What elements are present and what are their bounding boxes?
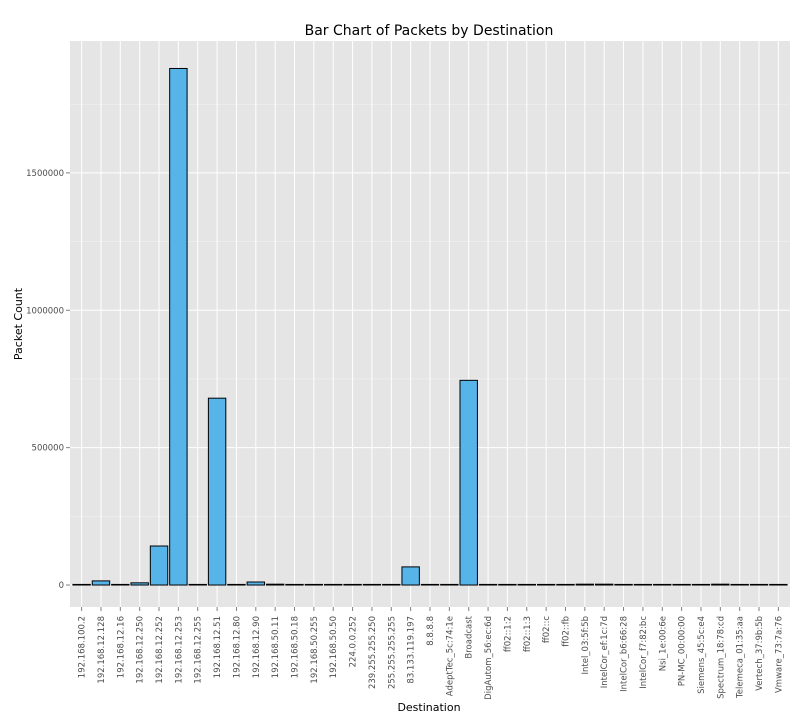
- x-tick-label: Broadcast: [465, 615, 475, 658]
- bar: [478, 583, 498, 586]
- x-tick-label: 8.8.8.8: [426, 616, 436, 646]
- bar: [633, 583, 653, 586]
- x-tick-label: 192.168.12.255: [194, 616, 204, 684]
- x-tick-label: AdeptTec_5c:74:1e: [445, 616, 455, 696]
- x-tick-label: Siemens_45:5c:e4: [697, 616, 707, 694]
- x-tick-label: 192.168.12.80: [232, 616, 242, 678]
- x-tick-label: 192.168.12.90: [252, 616, 262, 678]
- bar: [265, 583, 285, 586]
- x-tick-label: Intel_03:5f:5b: [581, 616, 591, 675]
- x-tick-label: ff02::fb: [561, 616, 571, 647]
- x-tick-label: 192.168.12.250: [136, 616, 146, 684]
- bar: [324, 583, 343, 586]
- x-tick-label: 83.133.119.197: [407, 616, 417, 684]
- bar: [536, 583, 556, 586]
- bar: [227, 583, 246, 586]
- x-tick-label: Spectrum_18:78:cd: [716, 616, 726, 699]
- bar: [343, 583, 362, 586]
- bar: [498, 583, 517, 586]
- bar: [653, 583, 672, 586]
- bar: [382, 583, 401, 586]
- bar: [440, 583, 459, 586]
- bar: [594, 583, 614, 586]
- x-tick-label: IntelCor_f7:82:bc: [639, 616, 649, 689]
- bar: [420, 583, 440, 586]
- bar: [285, 583, 304, 586]
- bar: [517, 583, 536, 586]
- x-tick-label: ff02::1:3: [523, 616, 533, 652]
- x-tick-label: 192.168.12.16: [116, 616, 126, 678]
- x-tick-label: IntelCor_ef:1c:7d: [600, 616, 610, 688]
- y-tick-label: 0: [59, 581, 64, 591]
- bar: [614, 583, 633, 586]
- grid-layer: [70, 41, 790, 607]
- x-tick-label: DigAutom_56:ec:6d: [484, 616, 494, 700]
- x-tick-label: 192.168.12.253: [174, 616, 184, 684]
- bar: [130, 582, 149, 586]
- x-tick-label: IntelCor_b6:66:28: [620, 616, 630, 692]
- x-tick-label: Vmware_73:7a:76: [774, 616, 784, 693]
- x-axis-title: Destination: [397, 701, 460, 714]
- x-tick-label: 192.168.12.252: [155, 616, 165, 684]
- bar: [207, 397, 227, 586]
- x-tick-label: 192.168.100.2: [78, 616, 88, 678]
- x-tick-label: 239.255.255.250: [368, 616, 378, 689]
- bars-layer: [72, 67, 788, 586]
- bar: [149, 545, 169, 586]
- x-axis: 192.168.100.2 192.168.12.128 192.168.12.16…: [78, 607, 784, 700]
- bar: [72, 583, 91, 586]
- bar: [691, 583, 711, 586]
- y-axis: 0 500000 1000000 1500000: [26, 169, 70, 591]
- bar: [188, 583, 207, 586]
- x-tick-label: 255.255.255.255: [387, 616, 397, 689]
- bar: [556, 583, 575, 586]
- bar: [769, 583, 788, 586]
- bar: [169, 67, 188, 586]
- bar: [401, 566, 420, 586]
- x-tick-label: 192.168.50.18: [291, 616, 301, 678]
- bar: [91, 580, 111, 586]
- bar: [730, 583, 749, 586]
- x-tick-label: 192.168.50.50: [329, 616, 339, 678]
- y-tick-label: 1000000: [26, 306, 64, 316]
- bar: [362, 583, 382, 586]
- x-tick-label: PN-MC_00:00:00: [678, 616, 688, 686]
- x-tick-label: 192.168.50.11: [271, 616, 281, 678]
- bar: [304, 583, 324, 586]
- bar: [459, 379, 478, 586]
- x-tick-label: 224.0.0.252: [349, 616, 359, 667]
- chart-title: Bar Chart of Packets by Destination: [305, 23, 554, 39]
- bar: [711, 583, 730, 586]
- y-tick-label: 1500000: [26, 169, 64, 179]
- bar: [111, 583, 130, 586]
- x-tick-label: Vertech_37:9b:5b: [755, 616, 765, 691]
- bar: [575, 583, 595, 586]
- x-tick-label: Telemeca_01:35:aa: [736, 616, 746, 699]
- x-tick-label: ff02::c: [542, 616, 552, 643]
- x-tick-label: 192.168.12.128: [97, 616, 107, 684]
- x-tick-label: Nsi_1e:00:6e: [658, 616, 668, 671]
- bar: [246, 581, 266, 586]
- y-axis-title: Packet Count: [12, 287, 25, 360]
- bar: [672, 583, 691, 586]
- x-tick-label: 192.168.50.255: [310, 616, 320, 684]
- y-tick-label: 500000: [32, 444, 64, 454]
- bar: [749, 583, 769, 586]
- x-tick-label: ff02::1:2: [503, 616, 513, 652]
- x-tick-label: 192.168.12.51: [213, 616, 223, 678]
